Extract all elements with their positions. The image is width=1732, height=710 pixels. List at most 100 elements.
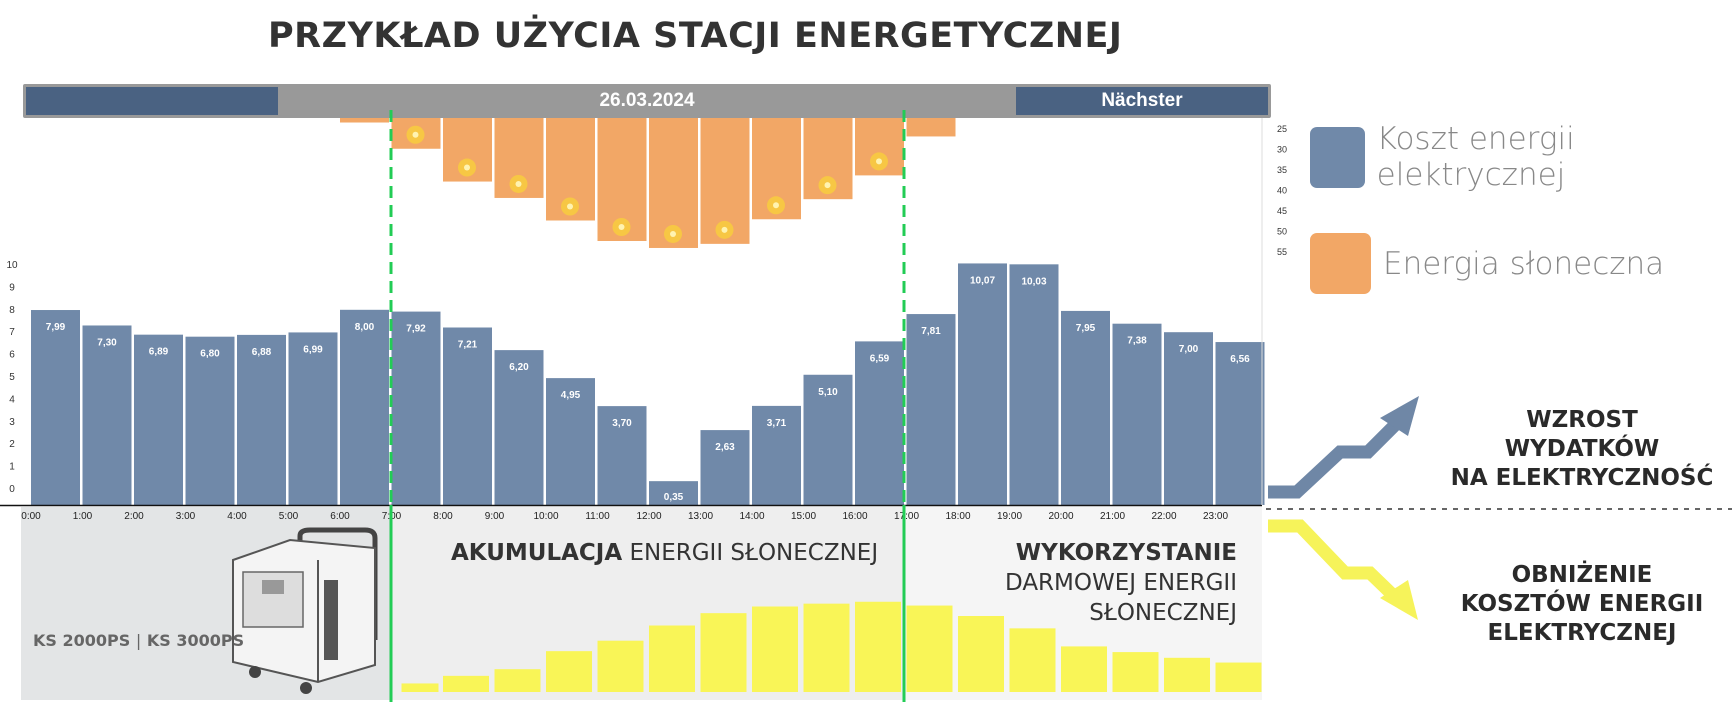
model-name-1: KS 2000PS <box>33 631 131 650</box>
up-trend-arrowhead <box>1380 396 1419 436</box>
cost-bar <box>391 311 441 505</box>
yellow-bar <box>401 683 439 692</box>
x-tick-label: 14:00 <box>739 511 764 522</box>
increase-line-2: WYDATKÓW <box>1504 436 1660 462</box>
cost-bar-label: 7,99 <box>46 322 66 333</box>
yellow-bar <box>1164 657 1210 692</box>
cost-bar <box>803 374 853 505</box>
yellow-bar <box>649 625 695 692</box>
solar-y-tick: 40 <box>1277 186 1287 196</box>
cost-bar <box>82 325 132 505</box>
solar-y-tick: 35 <box>1277 165 1287 175</box>
sun-icon-core <box>567 203 573 210</box>
x-tick-label: 21:00 <box>1100 511 1125 522</box>
cost-y-tick: 4 <box>9 394 15 405</box>
date-navigation-bar: 26.03.2024 Nächster <box>23 84 1271 118</box>
cost-bar-label: 7,30 <box>97 337 117 348</box>
next-day-button[interactable]: Nächster <box>1016 87 1268 115</box>
yellow-bar <box>1061 646 1107 692</box>
cost-bar-label: 2,63 <box>715 442 735 453</box>
x-tick-label: 5:00 <box>279 511 299 522</box>
cost-y-tick: 3 <box>9 417 15 428</box>
increase-label: WZROST WYDATKÓW NA ELEKTRYCZNOŚĆ <box>1432 406 1732 493</box>
x-tick-label: 22:00 <box>1151 511 1176 522</box>
legend-swatch-cost <box>1310 126 1365 188</box>
station-handle <box>297 527 378 640</box>
x-tick-label: 12:00 <box>636 511 661 522</box>
cost-y-tick: 8 <box>9 305 15 316</box>
x-tick-label: 20:00 <box>1048 511 1073 522</box>
cost-bar-label: 0,35 <box>664 492 684 503</box>
sun-icon-core <box>721 226 728 233</box>
sun-icon-core <box>464 164 470 171</box>
cost-bar <box>958 263 1007 505</box>
x-tick-label: 3:00 <box>176 511 196 522</box>
legend-label-cost: Koszt energii elektrycznej <box>1376 121 1575 193</box>
yellow-bar <box>855 601 901 692</box>
page-title: PRZYKŁAD UŻYCIA STACJI ENERGETYCZNEJ <box>268 16 1123 56</box>
cost-y-tick: 10 <box>6 260 18 271</box>
x-tick-label: 1:00 <box>73 511 93 522</box>
increase-line-3: NA ELEKTRYCZNOŚĆ <box>1450 465 1714 491</box>
sun-icon-core <box>773 202 779 209</box>
x-tick-label: 23:00 <box>1203 511 1228 522</box>
sun-icon-core <box>412 131 419 138</box>
cost-bar-label: 7,00 <box>1179 344 1199 355</box>
solar-y-tick: 30 <box>1277 145 1287 155</box>
cost-bar-label: 6,88 <box>252 347 272 358</box>
cost-bar-label: 8,00 <box>355 322 375 333</box>
decrease-line-2: KOSZTÓW ENERGII <box>1460 591 1704 617</box>
x-tick-label: 8:00 <box>433 511 453 522</box>
cost-bar-label: 10,07 <box>970 275 995 286</box>
cost-bar-label: 6,89 <box>149 347 169 358</box>
yellow-bar <box>597 640 644 692</box>
yellow-bar <box>752 606 798 692</box>
legend-item-cost: Koszt energii elektrycznej <box>1310 121 1732 193</box>
cost-bar <box>31 310 80 505</box>
cost-bar-label: 6,59 <box>870 353 890 364</box>
usage-caption: WYKORZYSTANIE DARMOWEJ ENERGII SŁONECZNE… <box>1005 538 1237 628</box>
cost-y-tick: 2 <box>9 439 15 450</box>
x-tick-label: 0:00 <box>21 511 41 522</box>
x-tick-label: 10:00 <box>533 511 558 522</box>
solar-y-tick: 55 <box>1277 247 1287 257</box>
solar-y-tick: 45 <box>1277 206 1287 216</box>
sun-icon-core <box>618 224 625 230</box>
station-wheel-1 <box>249 666 261 678</box>
yellow-bar <box>958 616 1004 692</box>
model-names: KS 2000PS | KS 3000PS <box>33 631 244 650</box>
solar-y-tick: 25 <box>1277 124 1287 134</box>
increase-line-1: WZROST <box>1526 407 1638 433</box>
cost-bar-label: 7,95 <box>1076 323 1096 334</box>
x-tick-label: 11:00 <box>585 511 610 522</box>
cost-bar <box>1009 264 1059 505</box>
solar-y-tick: 50 <box>1277 227 1287 237</box>
cost-y-tick: 1 <box>9 462 15 473</box>
cost-bar <box>340 309 389 505</box>
cost-bar <box>1164 332 1213 505</box>
power-station-illustration <box>232 527 378 694</box>
previous-day-button[interactable] <box>26 87 278 115</box>
model-name-2: KS 3000PS <box>146 631 245 650</box>
station-wheel-2 <box>300 682 312 694</box>
cost-bar-label: 10,03 <box>1021 276 1046 287</box>
cost-bar <box>1112 323 1162 505</box>
usage-caption-line-2: DARMOWEJ ENERGII <box>1005 570 1237 596</box>
decrease-line-3: ELEKTRYCZNEJ <box>1487 620 1677 646</box>
cost-y-tick: 7 <box>9 327 15 338</box>
model-separator: | <box>135 631 142 650</box>
cost-bar <box>443 327 492 505</box>
cost-bar <box>134 334 183 505</box>
usage-caption-line-3: SŁONECZNEJ <box>1089 600 1237 626</box>
cost-bar <box>649 481 698 505</box>
cost-y-tick: 0 <box>9 484 15 495</box>
legend-label-solar: Energia słoneczna <box>1383 245 1665 282</box>
cost-bar-label: 7,21 <box>458 339 478 350</box>
cost-bar-label: 6,20 <box>509 362 529 373</box>
cost-bar <box>752 405 801 505</box>
cost-bar-label: 6,99 <box>303 344 323 355</box>
cost-bar <box>855 341 904 505</box>
solar-bar <box>906 118 956 137</box>
up-trend-arrow <box>1268 415 1405 499</box>
